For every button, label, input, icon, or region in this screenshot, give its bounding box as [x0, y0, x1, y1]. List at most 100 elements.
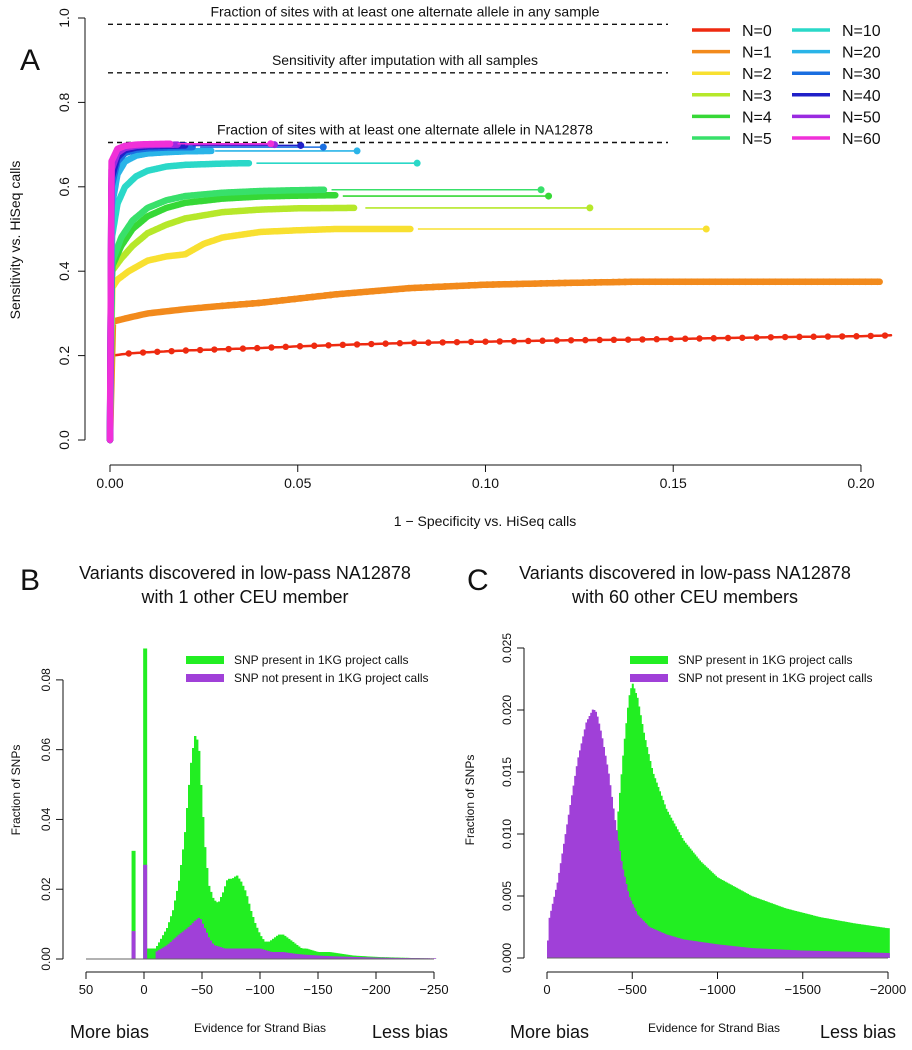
histogram-bar: [202, 817, 205, 959]
histogram-bar: [787, 908, 789, 958]
series-point: [196, 346, 204, 354]
series-point: [705, 278, 713, 286]
histogram-bar: [265, 950, 268, 959]
histogram-bar: [796, 911, 799, 958]
histogram-bar: [750, 948, 753, 958]
series-point: [567, 337, 575, 344]
histogram-bar: [807, 950, 810, 958]
y-tick-label: 0.8: [56, 92, 72, 112]
series-point: [243, 300, 251, 308]
histogram-bar: [703, 865, 706, 958]
series-point: [375, 287, 383, 295]
histogram-bar: [745, 893, 748, 958]
histogram-bar: [694, 941, 697, 958]
histogram-bar: [670, 935, 673, 958]
histogram-bar: [711, 943, 714, 958]
panel-b-bars: [86, 648, 437, 960]
histogram-bar: [726, 945, 729, 958]
series-point: [507, 280, 515, 288]
x-tick-label: 0: [140, 982, 147, 997]
series-line-N=50: [106, 141, 181, 444]
series-point: [807, 278, 815, 286]
histogram-bar: [828, 951, 831, 958]
histogram-bar: [692, 852, 695, 958]
legend-label: SNP not present in 1KG project calls: [234, 671, 429, 685]
histogram-bar: [774, 904, 777, 958]
x-tick-label: −1500: [784, 982, 821, 997]
histogram-bar: [215, 945, 218, 959]
series-point: [874, 278, 881, 286]
panel-b-x-label: Evidence for Strand Bias: [194, 1021, 326, 1035]
histogram-bar: [843, 951, 845, 958]
series-line-N=4: [106, 191, 339, 444]
histogram-bar: [328, 952, 331, 959]
series-point: [482, 338, 489, 345]
histogram-bar: [161, 947, 164, 959]
histogram-bar: [838, 920, 841, 958]
series-point: [253, 344, 261, 352]
series-point: [453, 338, 461, 346]
histogram-bar: [269, 951, 272, 959]
histogram-bar: [548, 917, 551, 958]
histogram-bar: [379, 957, 382, 959]
histogram-bar: [753, 896, 756, 958]
histogram-bar: [389, 957, 392, 959]
histogram-bar: [667, 934, 669, 958]
histogram-bar: [633, 907, 636, 958]
histogram-bar: [788, 909, 791, 958]
histogram-bar: [223, 948, 226, 959]
series-point: [471, 281, 479, 289]
histogram-bar: [715, 944, 717, 958]
series-point: [824, 333, 832, 340]
series-point: [285, 296, 293, 304]
histogram-bar: [612, 808, 615, 958]
histogram-bar: [226, 880, 229, 959]
histogram-bar: [828, 918, 831, 958]
histogram-bar: [238, 878, 241, 959]
histogram-bar: [820, 951, 823, 958]
x-tick-label: 0.20: [847, 475, 874, 491]
histogram-bar: [159, 949, 162, 959]
histogram-bar: [237, 948, 240, 959]
series-point: [468, 338, 475, 346]
histogram-bar: [766, 901, 769, 958]
histogram-bar: [574, 775, 577, 958]
series-point: [796, 333, 803, 341]
histogram-bar: [210, 891, 213, 959]
histogram-bar: [678, 938, 681, 958]
histogram-bar: [263, 949, 266, 959]
histogram-bar: [643, 732, 645, 958]
histogram-bar: [726, 882, 729, 958]
histogram-bar: [806, 950, 809, 958]
histogram-bar: [732, 886, 735, 958]
histogram-bar: [308, 949, 311, 959]
histogram-bar: [761, 899, 764, 958]
series-point: [826, 278, 833, 286]
histogram-bar: [274, 937, 277, 959]
histogram-bar: [865, 952, 868, 958]
series-point: [615, 278, 623, 286]
histogram-bar: [609, 785, 612, 958]
series-point: [369, 287, 377, 295]
histogram-bar: [266, 941, 269, 959]
histogram-bar: [748, 947, 751, 958]
series-point: [255, 299, 263, 307]
histogram-bar: [811, 915, 813, 958]
histogram-bar: [779, 906, 781, 958]
histogram-bar: [867, 925, 869, 958]
histogram-bar: [555, 889, 557, 958]
histogram-bar: [791, 950, 794, 958]
histogram-bar: [735, 887, 738, 958]
histogram-bar: [830, 919, 833, 958]
series-endpoint-N=60: [267, 140, 275, 148]
histogram-bar: [585, 722, 588, 958]
histogram-bar: [659, 791, 661, 958]
histogram-bar: [611, 796, 613, 958]
series-endpoint-N=4: [545, 192, 553, 200]
histogram-bar: [204, 847, 207, 959]
histogram-bar: [327, 956, 330, 959]
histogram-bar: [699, 941, 701, 958]
histogram-bar: [697, 858, 700, 958]
histogram-bar: [551, 903, 554, 958]
histogram-bar: [324, 952, 327, 959]
